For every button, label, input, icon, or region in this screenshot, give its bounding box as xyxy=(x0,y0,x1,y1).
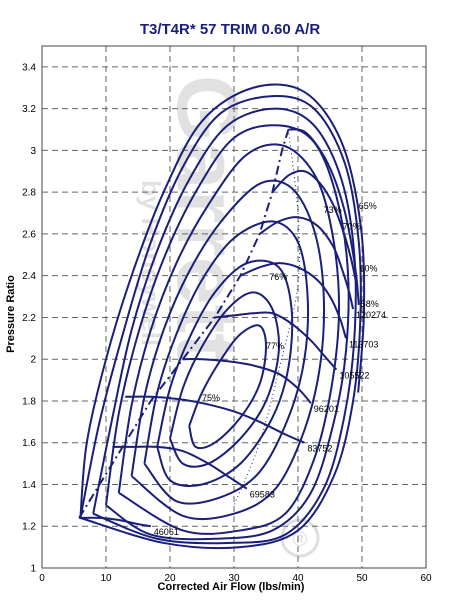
efficiency-island-line xyxy=(130,179,325,521)
speed-line xyxy=(259,216,355,310)
efficiency-label: 77% xyxy=(266,341,284,351)
x-tick-label: 50 xyxy=(356,573,368,584)
speed-line-label: 69583 xyxy=(250,490,275,500)
y-tick-label: 3.2 xyxy=(22,104,36,115)
x-tick-label: 30 xyxy=(228,573,240,584)
y-tick-label: 1.4 xyxy=(22,480,36,491)
y-tick-label: 3 xyxy=(30,146,36,157)
y-tick-label: 2 xyxy=(30,355,36,366)
efficiency-island-line xyxy=(117,143,341,535)
speed-line-label: 113703 xyxy=(349,339,378,349)
efficiency-label: 75% xyxy=(202,393,220,403)
x-tick-label: 20 xyxy=(164,573,176,584)
efficiency-label: 70% xyxy=(343,222,361,232)
speed-line xyxy=(239,262,347,339)
speed-line xyxy=(288,128,360,305)
watermark-registered-mark: ® xyxy=(293,529,308,551)
efficiency-island-line xyxy=(169,291,281,468)
speed-line-label: 46061 xyxy=(154,527,179,537)
y-tick-label: 1.8 xyxy=(22,396,36,407)
efficiency-island-line xyxy=(79,94,362,550)
efficiency-island-line xyxy=(92,107,357,545)
y-tick-label: 1 xyxy=(30,564,36,575)
efficiency-island-line xyxy=(79,83,366,518)
y-axis-label: Pressure Ratio xyxy=(5,275,17,353)
y-tick-label: 2.8 xyxy=(22,188,36,199)
y-tick-label: 1.6 xyxy=(22,438,36,449)
y-tick-label: 3.4 xyxy=(22,62,36,73)
efficiency-label: 76% xyxy=(269,272,287,282)
watermark-registered-circle xyxy=(280,518,320,558)
x-tick-label: 60 xyxy=(420,573,432,584)
speed-line xyxy=(214,311,338,371)
x-tick-label: 0 xyxy=(39,573,45,584)
efficiency-island-line xyxy=(188,324,268,450)
chart-title: T3/T4R* 57 TRIM 0.60 A/R xyxy=(140,21,320,38)
efficiency-islands xyxy=(79,83,366,550)
efficiency-label: 73% xyxy=(324,205,342,215)
y-tick-label: 1.2 xyxy=(22,522,36,533)
data-labels: 46061 69583 83752 96201 105522 113703 120274 77… xyxy=(154,201,386,537)
tick-labels: 0 10 20 30 40 50 60 1 1.2 1.4 1.6 1.8 2 2.2 2.4 2.6 2.8 3… xyxy=(22,62,432,584)
efficiency-island-line xyxy=(143,220,310,505)
x-tick-label: 40 xyxy=(292,573,304,584)
speed-line xyxy=(112,445,248,490)
efficiency-label: 60% xyxy=(359,264,377,274)
x-tick-label: 10 xyxy=(100,573,112,584)
efficiency-island-line xyxy=(156,259,294,488)
efficiency-label: 65% xyxy=(359,201,377,211)
y-tick-label: 2.6 xyxy=(22,229,36,240)
speed-line xyxy=(271,169,357,281)
speed-line-label: 105522 xyxy=(339,371,369,381)
speed-line xyxy=(182,358,312,404)
efficiency-island-line xyxy=(105,124,350,541)
speed-line-label: 120274 xyxy=(356,310,386,320)
speed-line-label: 96201 xyxy=(314,404,339,414)
surge-line xyxy=(78,129,290,519)
surge-line-group xyxy=(78,129,290,519)
speed-line-label: 83752 xyxy=(307,444,332,454)
efficiency-label: 58% xyxy=(361,299,379,309)
speed-line xyxy=(79,516,151,528)
y-tick-label: 2.4 xyxy=(22,271,36,282)
y-tick-label: 2.2 xyxy=(22,313,36,324)
x-axis-label: Corrected Air Flow (lbs/min) xyxy=(158,581,305,593)
plot-frame xyxy=(41,45,427,569)
